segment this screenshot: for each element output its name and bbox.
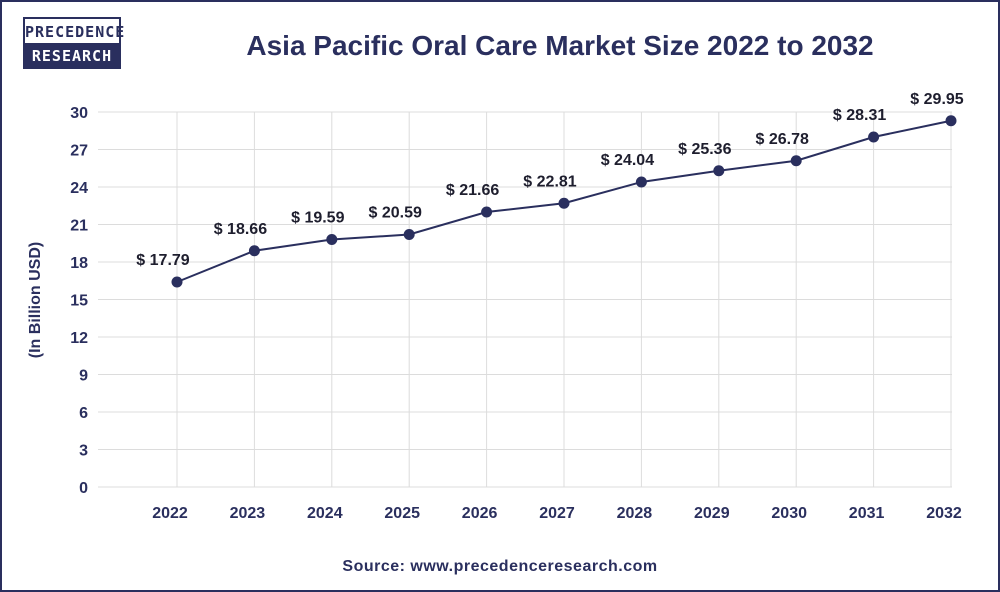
y-tick-label: 0 xyxy=(79,480,88,497)
y-tick-label: 24 xyxy=(70,180,88,197)
y-tick-label: 18 xyxy=(70,255,88,272)
data-point xyxy=(481,206,493,218)
data-label: $ 24.04 xyxy=(601,152,654,169)
y-tick-label: 3 xyxy=(79,443,88,460)
x-tick-label: 2023 xyxy=(230,505,266,522)
x-tick-label: 2032 xyxy=(926,505,962,522)
data-point xyxy=(945,115,957,127)
source-note: Source: www.precedenceresearch.com xyxy=(342,558,658,575)
data-point xyxy=(326,234,338,245)
brand-logo: PRECEDENCE RESEARCH xyxy=(23,17,124,70)
x-tick-label: 2022 xyxy=(152,505,188,522)
x-tick-label: 2027 xyxy=(539,505,575,522)
data-label: $ 20.59 xyxy=(369,205,422,222)
data-label: $ 19.59 xyxy=(291,210,344,227)
data-label: $ 17.79 xyxy=(136,252,189,269)
logo-line-1: PRECEDENCE xyxy=(23,17,124,43)
data-label: $ 28.31 xyxy=(833,107,886,124)
data-point xyxy=(248,245,260,257)
y-tick-label: 27 xyxy=(70,143,88,160)
data-label: $ 18.66 xyxy=(214,221,267,238)
y-tick-label: 15 xyxy=(70,293,88,310)
x-tick-label: 2029 xyxy=(694,505,730,522)
x-tick-label: 2024 xyxy=(307,505,343,522)
data-point xyxy=(635,176,647,188)
data-point xyxy=(558,197,570,209)
data-point xyxy=(790,155,802,167)
y-tick-label: 9 xyxy=(79,368,88,385)
x-tick-label: 2030 xyxy=(771,505,807,522)
data-point xyxy=(403,229,415,240)
x-tick-label: 2031 xyxy=(849,505,885,522)
logo-line-2: RESEARCH xyxy=(23,43,121,69)
data-label: $ 26.78 xyxy=(756,131,809,148)
data-point xyxy=(171,276,183,288)
x-tick-label: 2028 xyxy=(617,505,653,522)
chart-title: Asia Pacific Oral Care Market Size 2022 … xyxy=(246,30,874,61)
data-label: $ 21.66 xyxy=(446,182,499,199)
data-point xyxy=(868,131,880,143)
y-tick-label: 12 xyxy=(70,330,88,347)
x-tick-label: 2026 xyxy=(462,505,498,522)
y-tick-label: 21 xyxy=(70,218,88,235)
data-point xyxy=(713,165,725,177)
data-label: $ 29.95 xyxy=(910,91,963,108)
y-tick-label: 6 xyxy=(79,405,88,422)
data-label: $ 22.81 xyxy=(523,173,576,190)
data-label: $ 25.36 xyxy=(678,141,731,158)
x-tick-label: 2025 xyxy=(384,505,420,522)
y-tick-label: 30 xyxy=(70,105,88,122)
